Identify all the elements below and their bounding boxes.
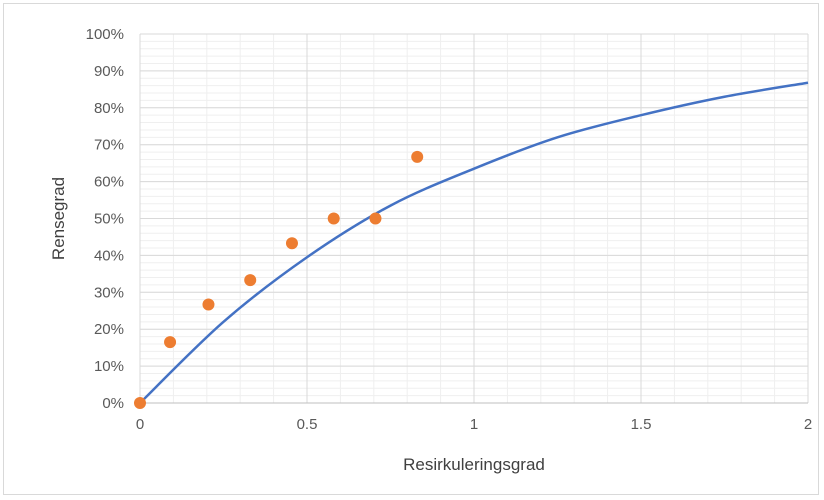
data-point: [244, 274, 257, 287]
data-point: [202, 298, 215, 311]
y-tick-label: 100%: [86, 26, 124, 43]
data-point: [327, 212, 340, 225]
chart-frame: [3, 3, 819, 495]
y-tick-label: 50%: [94, 211, 124, 228]
data-point: [369, 212, 382, 225]
data-point: [285, 237, 298, 250]
x-tick-label: 2: [804, 416, 812, 433]
y-tick-label: 70%: [94, 137, 124, 154]
data-point: [164, 336, 177, 349]
y-tick-label: 40%: [94, 247, 124, 264]
y-tick-label: 60%: [94, 174, 124, 191]
y-tick-label: 30%: [94, 284, 124, 301]
y-tick-label: 80%: [94, 100, 124, 117]
x-tick-label: 0: [136, 416, 144, 433]
y-tick-label: 10%: [94, 358, 124, 375]
data-point: [134, 397, 146, 409]
x-tick-label: 0.5: [297, 416, 318, 433]
y-axis-title: Rensegrad: [49, 177, 68, 260]
major-gridlines: [139, 33, 809, 404]
curve-line: [139, 81, 809, 404]
x-tick-label: 1.5: [631, 416, 652, 433]
y-tick-label: 20%: [94, 321, 124, 338]
tick-labels: 0 0.5 1 1.5 20%10%20%30%40%50%60%70%80%90%10…: [86, 26, 813, 433]
y-tick-label: 90%: [94, 63, 124, 80]
series-layer: [134, 81, 809, 409]
x-tick-label: 1: [470, 416, 478, 433]
x-axis-title: Resirkuleringsgrad: [403, 455, 545, 474]
y-tick-label: 0%: [102, 395, 124, 412]
data-point: [411, 150, 424, 163]
